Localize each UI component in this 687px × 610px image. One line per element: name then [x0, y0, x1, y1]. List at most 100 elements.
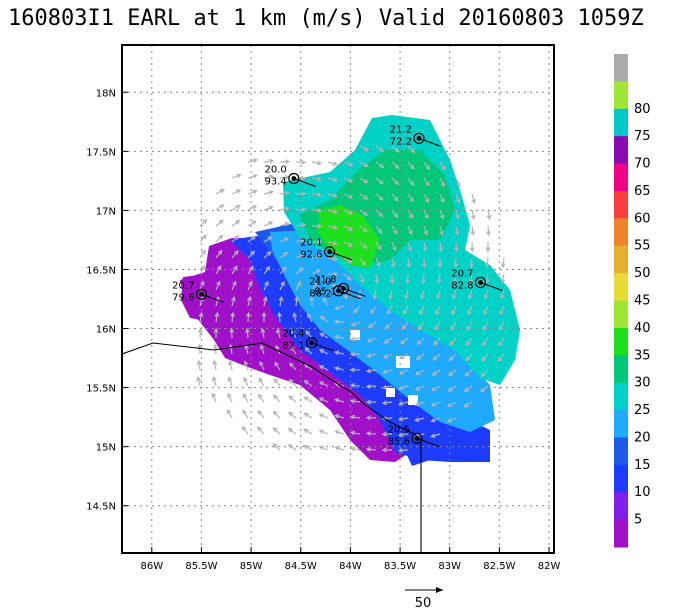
- wind-vector-230: [381, 431, 393, 437]
- wind-vector-274: [439, 225, 444, 236]
- wind-vector-123: [311, 281, 318, 291]
- wind-vector-10: [196, 376, 202, 387]
- wind-vector-61: [263, 190, 274, 195]
- wind-vector-174: [359, 177, 369, 184]
- wind-vector-141: [327, 271, 339, 277]
- wind-vector-83: [279, 252, 289, 259]
- wind-vector-249: [397, 416, 409, 422]
- y-tick-label-0: 14.5N: [86, 502, 116, 513]
- wind-vector-168: [334, 398, 345, 403]
- wind-vector-158: [343, 241, 354, 247]
- wind-vector-177: [359, 225, 368, 233]
- wind-vector-49: [247, 280, 253, 291]
- wind-vector-44: [247, 205, 258, 211]
- colorbar-label-25: 25: [634, 403, 651, 418]
- wind-vector-103: [295, 267, 304, 275]
- wind-vector-28: [231, 219, 241, 227]
- wind-vector-321: [484, 257, 490, 269]
- wind-vector-145: [319, 332, 329, 339]
- wind-vector-71: [259, 344, 265, 355]
- wind-vector-266: [414, 385, 425, 391]
- wind-region-7: [318, 205, 380, 268]
- wind-vector-289: [455, 193, 461, 204]
- wind-vector-290: [455, 209, 460, 220]
- sonde-ring-3: [323, 246, 336, 258]
- wind-vector-117: [311, 192, 323, 198]
- annotation-bottom-9: 85.6: [388, 436, 410, 447]
- wind-vector-95: [272, 443, 281, 451]
- wind-vector-267: [414, 401, 425, 407]
- wind-vector-11: [215, 188, 225, 195]
- wind-vector-4: [199, 280, 205, 291]
- wind-vector-329: [480, 385, 489, 393]
- wind-vector-232: [407, 145, 416, 154]
- wind-vector-57: [242, 409, 249, 419]
- wind-vector-157: [343, 225, 354, 231]
- y-tick-label-5: 17N: [96, 206, 116, 217]
- wind-vector-172: [359, 145, 369, 151]
- wind-vector-250: [397, 432, 409, 438]
- colorbar-label-70: 70: [634, 157, 651, 172]
- sonde-ring-8: [306, 337, 318, 349]
- colorbar-label-20: 20: [634, 430, 651, 445]
- annotation-bottom-5: 79.6: [172, 292, 194, 303]
- wind-vector-26: [231, 189, 242, 195]
- wind-vector-272: [439, 193, 445, 204]
- wind-vector-303: [446, 417, 457, 423]
- wind-barb-9: [416, 437, 440, 447]
- x-tick-label-7: 82.5W: [483, 561, 515, 572]
- wind-vector-59: [263, 158, 275, 164]
- wind-vector-236: [407, 209, 414, 219]
- wind-vector-113: [287, 427, 297, 435]
- wind-vector-115: [311, 160, 323, 166]
- wind-vector-192: [375, 145, 385, 152]
- wind-vector-109: [289, 362, 297, 371]
- wind-vector-234: [407, 177, 415, 187]
- wind-vector-79: [279, 190, 291, 196]
- wind-vector-200: [374, 273, 380, 285]
- wind-vector-1: [199, 234, 207, 243]
- wind-vector-148: [318, 381, 329, 387]
- wind-vector-196: [375, 209, 384, 218]
- wind-vector-225: [382, 353, 393, 359]
- wind-vector-209: [365, 415, 377, 421]
- wind-vector-50: [246, 296, 252, 307]
- wind-vector-291: [454, 225, 460, 237]
- wind-vector-201: [372, 289, 378, 301]
- wind-vector-256: [423, 225, 429, 236]
- wind-vector-162: [334, 305, 345, 311]
- wind-vector-99: [295, 207, 307, 212]
- wind-region-5: [283, 115, 520, 385]
- wind-vector-81: [279, 221, 290, 227]
- x-tick-label-5: 83.5W: [384, 561, 416, 572]
- wind-vector-122: [311, 269, 322, 275]
- wind-vector-22: [212, 359, 218, 371]
- wind-vector-316: [463, 385, 473, 393]
- coastline: [122, 342, 422, 553]
- colorbar-swatch-1: [614, 519, 628, 548]
- wind-vector-300: [447, 369, 457, 377]
- wind-vector-248: [398, 401, 409, 406]
- wind-vector-214: [391, 177, 400, 186]
- wind-vector-93: [272, 410, 281, 419]
- data-gap-2: [350, 330, 360, 340]
- vector-scale: 50: [405, 587, 443, 610]
- annotation-2: 21.272.2: [390, 124, 442, 147]
- wind-vector-261: [419, 305, 425, 316]
- wind-vector-2: [199, 249, 206, 259]
- wind-vector-143: [322, 297, 329, 307]
- wind-vector-163: [333, 319, 345, 325]
- wind-vector-328: [480, 369, 489, 378]
- colorbar-swatch-5: [614, 410, 628, 438]
- wind-vector-120: [311, 239, 323, 245]
- wind-vector-187: [349, 383, 361, 388]
- wind-vector-235: [407, 193, 414, 203]
- wind-vector-137: [327, 209, 338, 214]
- wind-vector-333: [499, 305, 505, 316]
- colorbar-swatch-10: [614, 273, 628, 301]
- wind-vector-133: [303, 445, 313, 451]
- wind-vector-312: [466, 321, 473, 331]
- wind-vector-199: [375, 257, 381, 268]
- wind-vector-206: [365, 368, 377, 374]
- wind-vector-110: [288, 378, 297, 387]
